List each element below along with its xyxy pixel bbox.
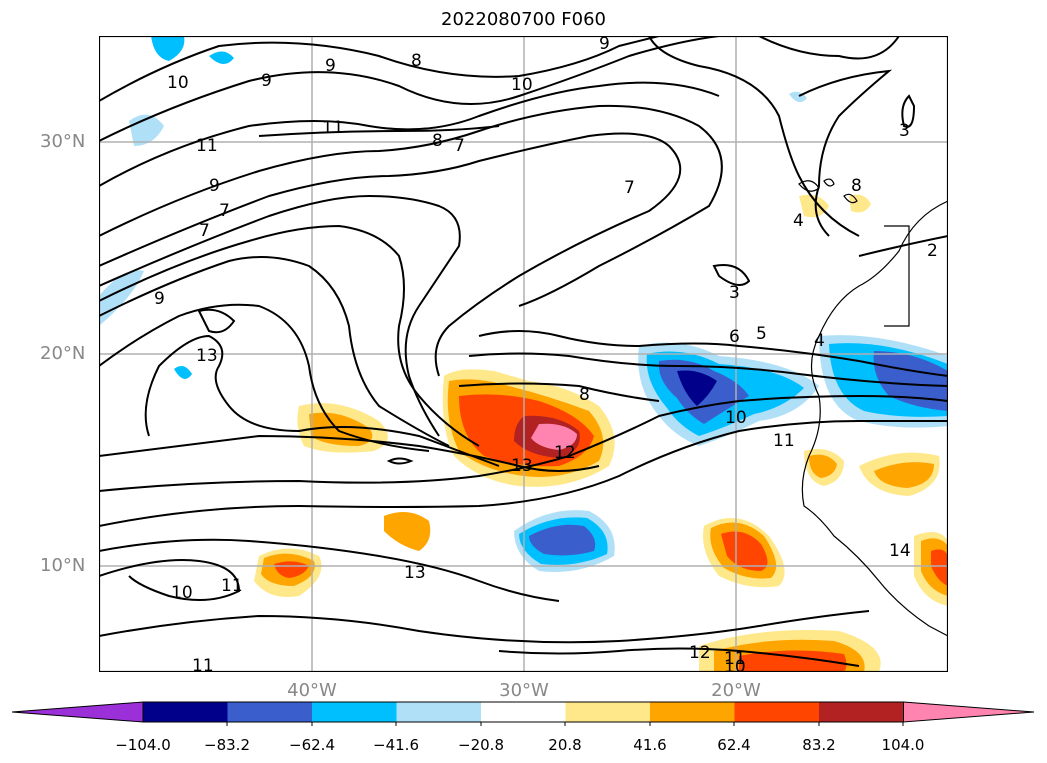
lat-label-10n: 10°N <box>40 555 86 576</box>
map-frame <box>99 36 948 672</box>
lon-label-30w: 30°W <box>499 680 549 701</box>
cool-patch-small-a <box>209 51 234 65</box>
cool-patch-small-b <box>174 365 192 379</box>
colorbar-segment <box>734 702 820 722</box>
contour-label: 8 <box>851 176 862 196</box>
contour-label-group: 10 9 8 9 9 10 11 11 8 7 9 7 7 7 9 13 3 4… <box>154 36 938 672</box>
colorbar-tick-label: −20.8 <box>458 736 504 754</box>
contour-label: 7 <box>454 136 465 156</box>
warm-anomaly-canary-b <box>849 194 871 213</box>
warm-anomaly-bottom-core <box>739 650 847 672</box>
contour-label: 8 <box>411 51 422 71</box>
contour-label: 10 <box>725 408 747 428</box>
contour-label: 14 <box>889 541 911 561</box>
colorbar-segment <box>396 702 482 722</box>
contour-label: 2 <box>927 241 938 261</box>
cool-anomaly-south-core <box>529 524 596 556</box>
warm-anomaly-africa-b-inner <box>874 462 934 488</box>
map-panel: 10 9 8 9 9 10 11 11 8 7 9 7 7 7 9 13 3 4… <box>99 36 948 672</box>
contour-label: 3 <box>899 121 910 141</box>
colorbar-tick-label: 20.8 <box>548 736 582 754</box>
contour-label: 8 <box>432 131 443 151</box>
warm-anomaly-canary-a <box>799 194 829 218</box>
warm-anomaly-africa-c-core <box>931 549 948 586</box>
contour-label: 8 <box>579 385 590 405</box>
colorbar-segment <box>227 702 313 722</box>
colorbar <box>11 701 1035 726</box>
warm-anomaly-africa-a-inner <box>809 454 837 478</box>
colorbar-extend-high <box>903 701 1035 723</box>
contour-label: 10 <box>724 657 746 672</box>
contour-label: 7 <box>199 221 210 241</box>
contour-label: 9 <box>261 71 272 91</box>
warm-anomaly-east-core <box>721 531 768 571</box>
colorbar-ticks <box>226 722 904 726</box>
colorbar-tick-label: 41.6 <box>633 736 667 754</box>
lon-label-20w: 20°W <box>711 680 761 701</box>
contour-label: 11 <box>221 576 243 596</box>
colorbar-segment <box>650 702 735 722</box>
contour-label: 12 <box>689 643 711 663</box>
contour-label: 4 <box>814 331 825 351</box>
contour-label: 9 <box>599 36 610 54</box>
contour-label: 3 <box>729 283 740 303</box>
colorbar-segment <box>312 702 397 722</box>
contour-label: 9 <box>325 56 336 76</box>
contour-label: 13 <box>404 563 426 583</box>
colorbar-tick-label: −83.2 <box>204 736 250 754</box>
contour-label: 5 <box>756 324 767 344</box>
colorbar-segment <box>565 702 651 722</box>
contour-label: 11 <box>773 431 795 451</box>
cool-patch-top <box>151 36 185 61</box>
colorbar-frame <box>142 701 904 723</box>
colorbar-tick-label: −62.4 <box>289 736 335 754</box>
map-title: 2022080700 F060 <box>441 9 606 30</box>
contour-label: 12 <box>554 443 576 463</box>
colorbar-tick-label: 104.0 <box>881 736 925 754</box>
contour-label: 7 <box>624 178 635 198</box>
contour-label: 9 <box>209 176 220 196</box>
contour-lines <box>99 36 948 667</box>
contour-label: 13 <box>196 346 218 366</box>
contour-label: 9 <box>154 289 165 309</box>
colorbar-tick-label: 83.2 <box>802 736 836 754</box>
lon-label-40w: 40°W <box>287 680 337 701</box>
contour-label: 11 <box>192 656 214 672</box>
contour-label: 11 <box>196 136 218 156</box>
colorbar-segments <box>11 701 1035 723</box>
shading-layer <box>99 36 948 672</box>
colorbar-segment <box>143 702 228 722</box>
contour-label: 11 <box>724 649 746 669</box>
colorbar-segment <box>819 702 904 722</box>
colorbar-tick-label: 62.4 <box>717 736 751 754</box>
cool-anomaly-east-core <box>677 370 717 406</box>
contour-label: 6 <box>729 327 740 347</box>
colorbar-tick-label: −104.0 <box>115 736 171 754</box>
warm-anomaly-peak <box>531 423 577 450</box>
contour-label: 4 <box>793 211 804 231</box>
grid-lines <box>99 36 948 672</box>
contour-label: 10 <box>511 75 533 95</box>
contour-label: 10 <box>167 73 189 93</box>
warm-anomaly-small <box>384 512 431 551</box>
colorbar-extend-low <box>11 701 144 723</box>
colorbar-segment <box>481 702 566 722</box>
colorbar-tick-label: −41.6 <box>373 736 419 754</box>
contour-label: 13 <box>511 456 533 476</box>
contour-label: 11 <box>322 118 344 138</box>
lat-label-20n: 20°N <box>40 343 86 364</box>
contour-label: 10 <box>171 583 193 603</box>
lat-label-30n: 30°N <box>40 131 86 152</box>
contour-label: 7 <box>219 201 230 221</box>
